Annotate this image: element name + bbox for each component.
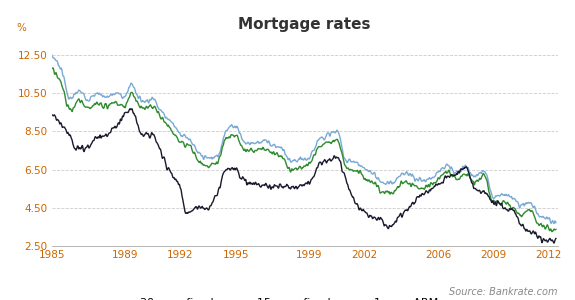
- 15-year fixed: [446, 168, 453, 172]
- 15-year fixed: [281, 157, 288, 160]
- 1-year ARM: [294, 187, 301, 190]
- 1-year ARM: [48, 113, 55, 116]
- 30-year fixed: [538, 215, 545, 219]
- 15-year fixed: [538, 223, 545, 226]
- 15-year fixed: [553, 228, 559, 231]
- 1-year ARM: [126, 107, 133, 111]
- 1-year ARM: [550, 241, 557, 245]
- 1-year ARM: [538, 240, 545, 243]
- 30-year fixed: [48, 53, 55, 57]
- Text: %: %: [16, 23, 26, 33]
- 30-year fixed: [538, 215, 545, 218]
- 1-year ARM: [446, 175, 453, 178]
- 1-year ARM: [74, 144, 81, 148]
- Line: 15-year fixed: 15-year fixed: [52, 68, 556, 232]
- 15-year fixed: [74, 98, 81, 102]
- 1-year ARM: [553, 237, 559, 240]
- Line: 1-year ARM: 1-year ARM: [52, 109, 556, 243]
- Line: 30-year fixed: 30-year fixed: [52, 55, 556, 224]
- 30-year fixed: [553, 221, 559, 224]
- 1-year ARM: [281, 185, 288, 189]
- 15-year fixed: [549, 230, 555, 233]
- 30-year fixed: [280, 148, 287, 152]
- 15-year fixed: [48, 67, 55, 70]
- 30-year fixed: [293, 160, 300, 164]
- 15-year fixed: [294, 168, 301, 171]
- Text: Source: Bankrate.com: Source: Bankrate.com: [449, 287, 558, 297]
- 30-year fixed: [74, 91, 81, 94]
- 30-year fixed: [445, 164, 452, 167]
- Title: Mortgage rates: Mortgage rates: [239, 17, 371, 32]
- 15-year fixed: [49, 66, 56, 70]
- 15-year fixed: [538, 222, 545, 226]
- Legend: 30-year fixed, 15-year fixed, 1-year ARM: 30-year fixed, 15-year fixed, 1-year ARM: [110, 298, 439, 300]
- 30-year fixed: [550, 222, 557, 225]
- 1-year ARM: [538, 238, 545, 242]
